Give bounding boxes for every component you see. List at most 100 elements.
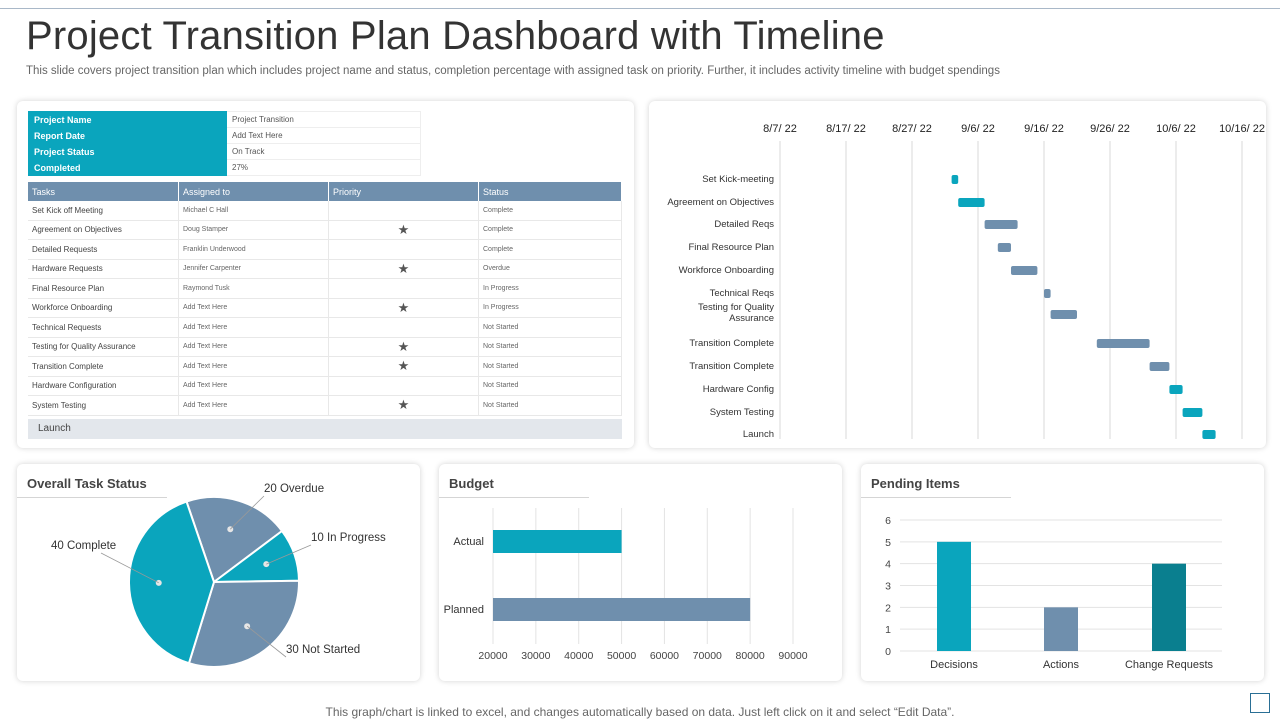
priority-cell (328, 278, 479, 299)
gantt-x-tick: 9/16/ 22 (1024, 123, 1064, 135)
budget-x-tick: 70000 (693, 650, 722, 662)
budget-x-tick: 20000 (478, 650, 507, 662)
task-name: Workforce Onboarding (28, 298, 179, 318)
pending-y-tick: 0 (885, 646, 891, 658)
info-value: On Track (226, 143, 421, 160)
info-row: Project Status On Track (28, 143, 421, 160)
priority-star-icon: ★ (328, 220, 479, 240)
pending-y-tick: 4 (885, 559, 891, 571)
gantt-x-tick: 10/16/ 22 (1219, 123, 1265, 135)
column-header: Status (478, 182, 622, 201)
task-status: Complete (478, 220, 622, 240)
column-header: Tasks (28, 182, 179, 201)
pending-y-tick: 3 (885, 581, 891, 593)
priority-star-icon: ★ (328, 337, 479, 357)
gantt-bar (958, 198, 985, 207)
budget-x-tick: 60000 (650, 650, 679, 662)
gantt-bar (1182, 408, 1203, 417)
pending-category-label: Change Requests (1125, 659, 1214, 671)
priority-star-icon: ★ (328, 298, 479, 318)
gantt-task-label: Testing for Quality Assurance (698, 302, 774, 324)
budget-x-tick: 30000 (521, 650, 550, 662)
gantt-task-label: Workforce Onboarding (679, 265, 774, 276)
info-label: Report Date (28, 127, 227, 144)
gantt-task-label: Agreement on Objectives (667, 197, 774, 208)
task-name: Set Kick off Meeting (28, 201, 179, 221)
info-label: Project Status (28, 143, 227, 160)
task-name: Detailed Requests (28, 239, 179, 260)
budget-title: Budget (449, 476, 494, 491)
priority-star-icon: ★ (328, 259, 479, 279)
assignee: Michael C Hall (178, 201, 329, 221)
task-status-card: Overall Task Status 20 Overdue 10 In Prog… (17, 464, 420, 681)
info-value: 27% (226, 159, 421, 176)
pending-items-card: Pending Items 0 1 2 3 4 5 6 Decisions Actions Cha… (861, 464, 1264, 681)
column-header: Priority (328, 182, 479, 201)
pending-bar (1044, 607, 1078, 651)
pending-category-label: Actions (1043, 659, 1080, 671)
table-row: Final Resource Plan Raymond Tusk In Progre… (28, 278, 622, 299)
task-status: Not Started (478, 395, 622, 416)
column-header: Assigned to (178, 182, 329, 201)
task-name: Testing for Quality Assurance (28, 337, 179, 357)
task-name: Transition Complete (28, 356, 179, 377)
gantt-bar (1202, 430, 1216, 439)
pie-slice-label: 10 In Progress (311, 532, 386, 544)
table-row: Technical Requests Add Text Here Not Start… (28, 317, 622, 338)
assignee: Add Text Here (178, 395, 329, 416)
table-row: Transition Complete Add Text Here ★ Not Sta… (28, 356, 622, 377)
info-row: Project Name Project Transition (28, 111, 421, 128)
pie-leader-line (246, 625, 287, 658)
project-table-card: Project Name Project Transition Report Dat… (17, 101, 634, 448)
budget-x-tick: 80000 (736, 650, 765, 662)
table-row: Hardware Configuration Add Text Here Not S… (28, 376, 622, 396)
gantt-task-label: System Testing (710, 407, 774, 418)
info-row: Completed 27% (28, 159, 421, 176)
priority-cell (328, 376, 479, 396)
budget-x-tick: 90000 (778, 650, 807, 662)
task-name: Technical Requests (28, 317, 179, 338)
gantt-bar (1050, 310, 1077, 319)
gantt-x-tick: 8/7/ 22 (763, 123, 797, 135)
launch-row: Launch (28, 419, 622, 439)
gantt-bar (1011, 266, 1038, 275)
pie-leader-line (266, 544, 312, 565)
pie-leader-line (230, 495, 265, 530)
table-row: Testing for Quality Assurance Add Text He… (28, 337, 622, 357)
pie-leader-line (100, 552, 159, 584)
gantt-bar (984, 220, 1018, 229)
task-status: Overdue (478, 259, 622, 279)
footer-note: This graph/chart is linked to excel, and… (325, 705, 955, 719)
budget-x-tick: 40000 (564, 650, 593, 662)
timeline-card: 8/7/ 22 8/17/ 22 8/27/ 22 9/6/ 22 9/16/ 22 9/… (649, 101, 1266, 448)
pending-y-tick: 6 (885, 515, 891, 527)
task-status: Complete (478, 239, 622, 260)
corner-box (1250, 693, 1270, 713)
pending-y-tick: 1 (885, 624, 891, 636)
page-title: Project Transition Plan Dashboard with T… (26, 14, 885, 58)
task-status: Not Started (478, 376, 622, 396)
page-subtitle: This slide covers project transition pla… (26, 65, 1000, 77)
budget-bar (493, 598, 751, 621)
pending-bar-chart: 0 1 2 3 4 5 6 Decisions Actions Change Requests (885, 515, 1222, 671)
table-row: Hardware Requests Jennifer Carpenter ★ Over… (28, 259, 622, 279)
pie-slice (187, 579, 300, 668)
assignee: Add Text Here (178, 317, 329, 338)
gantt-task-label: Transition Complete (689, 361, 774, 372)
assignee: Add Text Here (178, 298, 329, 318)
gantt-task-label: Transition Complete (689, 338, 774, 349)
gantt-x-tick: 9/6/ 22 (961, 123, 995, 135)
project-info-table: Project Name Project Transition Report Dat… (28, 111, 421, 176)
pie-slice-label: 20 Overdue (264, 483, 324, 495)
gantt-bar (997, 243, 1011, 252)
table-row: Agreement on Objectives Doug Stamper ★ Comp… (28, 220, 622, 240)
info-value: Project Transition (226, 111, 421, 128)
top-rule (0, 8, 1280, 9)
gantt-x-tick: 10/6/ 22 (1156, 123, 1196, 135)
pie-slice-label: 40 Complete (51, 540, 116, 552)
task-name: Hardware Requests (28, 259, 179, 279)
assignee: Add Text Here (178, 337, 329, 357)
pie-slice (128, 500, 216, 665)
priority-cell (328, 239, 479, 260)
task-name: Agreement on Objectives (28, 220, 179, 240)
